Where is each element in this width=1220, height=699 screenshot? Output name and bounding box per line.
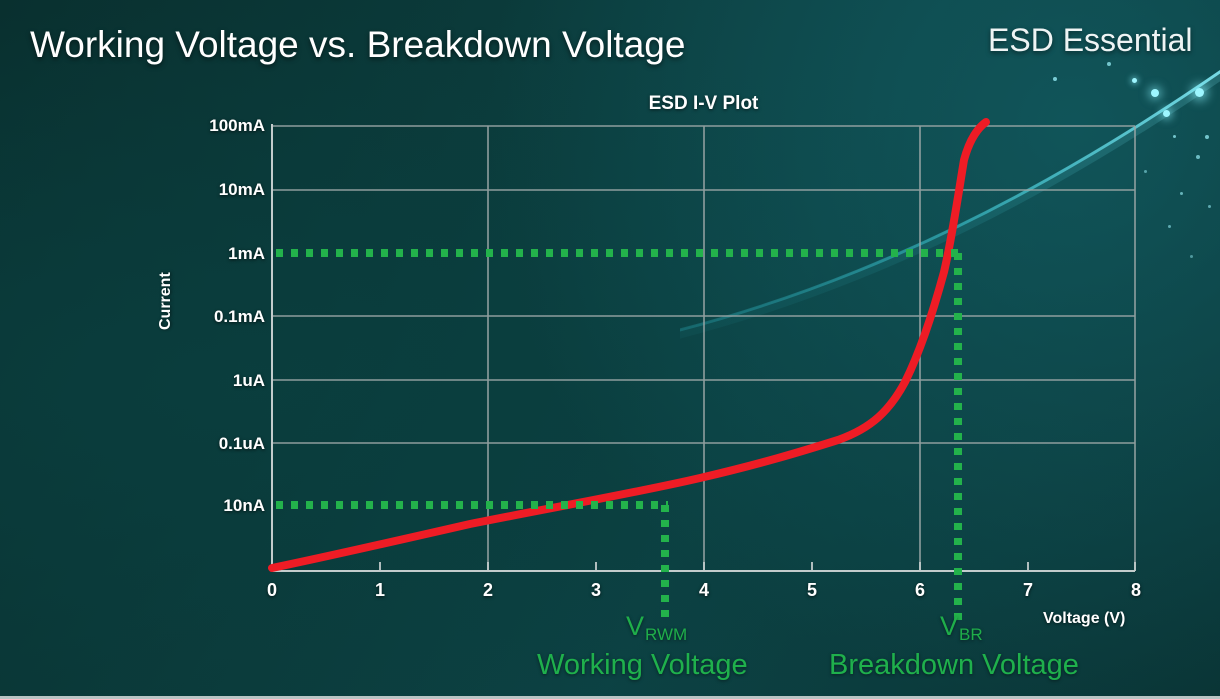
x-axis-ticks [271,562,1136,571]
y-tick-label: 1uA [232,371,265,390]
deck-series-label: ESD Essential [988,22,1193,58]
vbr-symbol-letter: V [940,611,959,641]
x-tick-label: 7 [1022,580,1033,600]
x-axis-title: Voltage (V) [1043,610,1126,627]
x-tick-label: 6 [914,580,925,600]
vbr-symbol-subscript: BR [959,625,983,644]
x-tick-label: 4 [698,580,709,600]
vbr-label: Breakdown Voltage [829,649,1079,681]
vrwm-symbol: VRWM [626,611,688,644]
vrwm-label: Working Voltage [537,649,748,681]
x-tick-label: 8 [1130,580,1141,600]
vrwm-symbol-letter: V [626,611,645,641]
vbr-symbol: VBR [940,611,983,644]
y-tick-label: 10mA [218,180,265,199]
vrwm-guide [276,501,669,625]
iv-curve [268,118,990,572]
vbr-guide [276,249,962,625]
y-tick-label: 100mA [209,116,265,135]
grid-lines [272,125,1136,571]
x-tick-label: 0 [266,580,277,600]
x-tick-label: 1 [374,580,385,600]
chart-title: ESD I-V Plot [648,93,759,114]
y-tick-label: 1mA [228,244,265,263]
y-tick-label: 10nA [223,496,265,515]
y-tick-label: 0.1uA [218,434,265,453]
x-tick-label: 2 [482,580,493,600]
x-tick-label: 3 [590,580,601,600]
x-tick-label: 5 [806,580,817,600]
y-tick-label: 0.1mA [213,307,265,326]
vrwm-symbol-subscript: RWM [645,625,688,644]
page-title: Working Voltage vs. Breakdown Voltage [30,24,686,65]
